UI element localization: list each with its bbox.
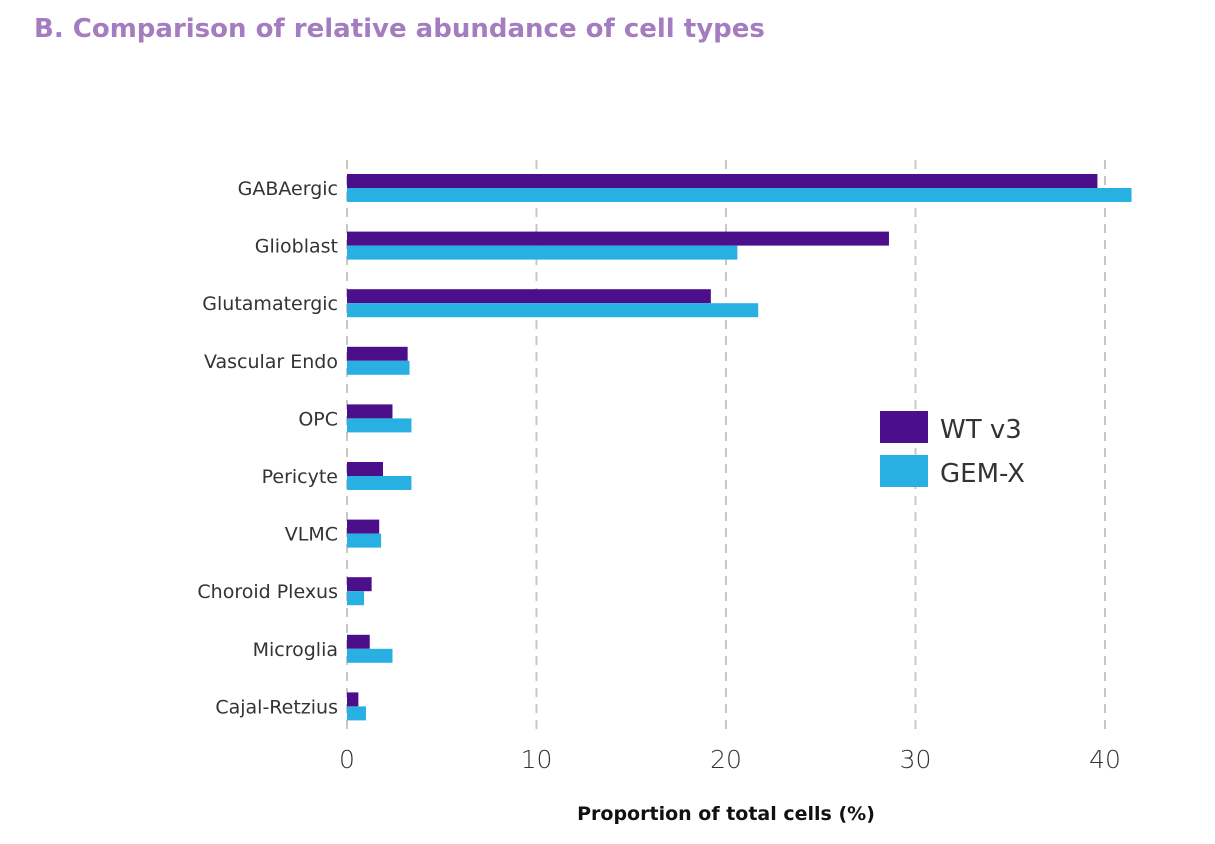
x-tick-label: 40 <box>1089 745 1121 774</box>
x-tick-label: 10 <box>521 745 553 774</box>
x-axis-title: Proportion of total cells (%) <box>577 803 875 825</box>
bars <box>347 174 1132 721</box>
bar-gem-x <box>347 591 365 606</box>
x-tick-label: 30 <box>900 745 932 774</box>
category-label: Glutamatergic <box>202 293 338 315</box>
bar-wt-v3 <box>347 462 384 476</box>
category-labels: GABAergic Glioblast Glutamatergic Vascular … <box>197 178 338 718</box>
bar-gem-x <box>347 418 412 433</box>
bar-wt-v3 <box>347 289 711 304</box>
bar-gem-x <box>347 360 410 375</box>
bar-wt-v3 <box>347 577 372 592</box>
bar-gem-x <box>347 188 1132 202</box>
bar-gem-x <box>347 648 393 663</box>
x-tick-label: 20 <box>710 745 742 774</box>
bar-wt-v3 <box>347 519 380 534</box>
legend-swatch <box>880 455 928 487</box>
bar-wt-v3 <box>347 404 393 419</box>
category-label: Microglia <box>253 639 338 661</box>
category-label: GABAergic <box>238 178 338 200</box>
legend-swatch <box>880 411 928 443</box>
bar-wt-v3 <box>347 346 408 361</box>
legend: WT v3 GEM-X <box>880 411 1025 489</box>
bar-gem-x <box>347 476 412 490</box>
bar-wt-v3 <box>347 174 1098 188</box>
bar-gem-x <box>347 706 366 721</box>
bar-wt-v3 <box>347 634 370 649</box>
category-label: Vascular Endo <box>204 351 338 373</box>
category-label: Choroid Plexus <box>197 581 338 603</box>
bar-wt-v3 <box>347 692 359 707</box>
category-label: OPC <box>298 408 338 430</box>
x-tick-label: 0 <box>339 745 355 774</box>
bar-gem-x <box>347 245 738 260</box>
legend-label: WT v3 <box>940 415 1022 445</box>
legend-label: GEM-X <box>940 459 1025 489</box>
category-label: Cajal-Retzius <box>215 696 338 718</box>
x-tick-labels: 0 10 20 30 40 <box>339 745 1121 774</box>
bar-gem-x <box>347 533 382 548</box>
bar-gem-x <box>347 303 759 318</box>
chart-title: B. Comparison of relative abundance of c… <box>34 14 765 44</box>
bar-wt-v3 <box>347 231 889 246</box>
category-label: VLMC <box>285 524 338 546</box>
category-label: Glioblast <box>255 236 338 258</box>
category-label: Pericyte <box>262 466 338 488</box>
